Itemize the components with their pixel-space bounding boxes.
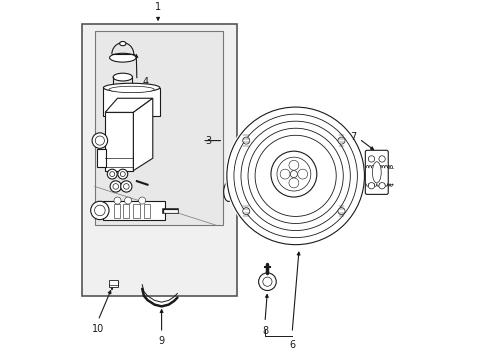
Ellipse shape — [372, 162, 381, 183]
Circle shape — [94, 205, 105, 216]
Circle shape — [113, 184, 118, 189]
Circle shape — [110, 181, 121, 192]
Circle shape — [139, 197, 145, 204]
Circle shape — [280, 169, 289, 179]
Circle shape — [109, 172, 115, 176]
Text: 6: 6 — [288, 340, 295, 350]
Circle shape — [337, 208, 345, 215]
Text: 7: 7 — [350, 132, 356, 142]
Polygon shape — [133, 98, 152, 171]
Ellipse shape — [113, 73, 132, 81]
Text: 1: 1 — [155, 2, 161, 12]
Bar — [108, 280, 117, 287]
Polygon shape — [105, 112, 133, 171]
Bar — [97, 149, 105, 167]
Circle shape — [114, 197, 121, 204]
Bar — [103, 88, 160, 116]
Bar — [143, 204, 150, 218]
Bar — [114, 204, 120, 218]
Ellipse shape — [109, 86, 154, 93]
Circle shape — [270, 151, 316, 197]
Text: 8: 8 — [262, 326, 267, 336]
Circle shape — [276, 157, 310, 191]
Text: 3: 3 — [205, 136, 211, 145]
Bar — [82, 24, 237, 296]
Circle shape — [367, 183, 374, 189]
Circle shape — [118, 169, 127, 179]
Circle shape — [367, 156, 374, 162]
Circle shape — [224, 105, 366, 246]
Circle shape — [288, 160, 298, 170]
Circle shape — [124, 197, 131, 204]
Bar — [122, 204, 129, 218]
Ellipse shape — [103, 83, 160, 92]
Text: 10: 10 — [92, 324, 104, 334]
Ellipse shape — [113, 87, 132, 95]
Circle shape — [297, 169, 307, 179]
Circle shape — [121, 181, 132, 192]
Polygon shape — [105, 98, 152, 112]
Ellipse shape — [223, 182, 233, 202]
Text: 5: 5 — [142, 102, 148, 112]
Circle shape — [92, 133, 107, 148]
Circle shape — [288, 178, 298, 188]
Circle shape — [120, 172, 125, 176]
Circle shape — [95, 136, 104, 145]
Circle shape — [378, 156, 385, 162]
Bar — [133, 204, 140, 218]
Text: 2: 2 — [233, 161, 240, 171]
Text: 4: 4 — [142, 77, 148, 87]
FancyBboxPatch shape — [365, 150, 387, 194]
Ellipse shape — [109, 53, 136, 62]
Circle shape — [90, 201, 109, 220]
Text: 9: 9 — [158, 336, 164, 346]
Circle shape — [123, 184, 129, 189]
Bar — [103, 201, 165, 220]
Circle shape — [242, 137, 249, 144]
Circle shape — [242, 208, 249, 215]
Bar — [94, 31, 223, 225]
Circle shape — [290, 171, 297, 177]
Circle shape — [263, 277, 271, 286]
Circle shape — [378, 183, 385, 189]
Circle shape — [258, 273, 276, 291]
Ellipse shape — [120, 41, 126, 46]
Circle shape — [337, 137, 345, 144]
Circle shape — [107, 169, 117, 179]
